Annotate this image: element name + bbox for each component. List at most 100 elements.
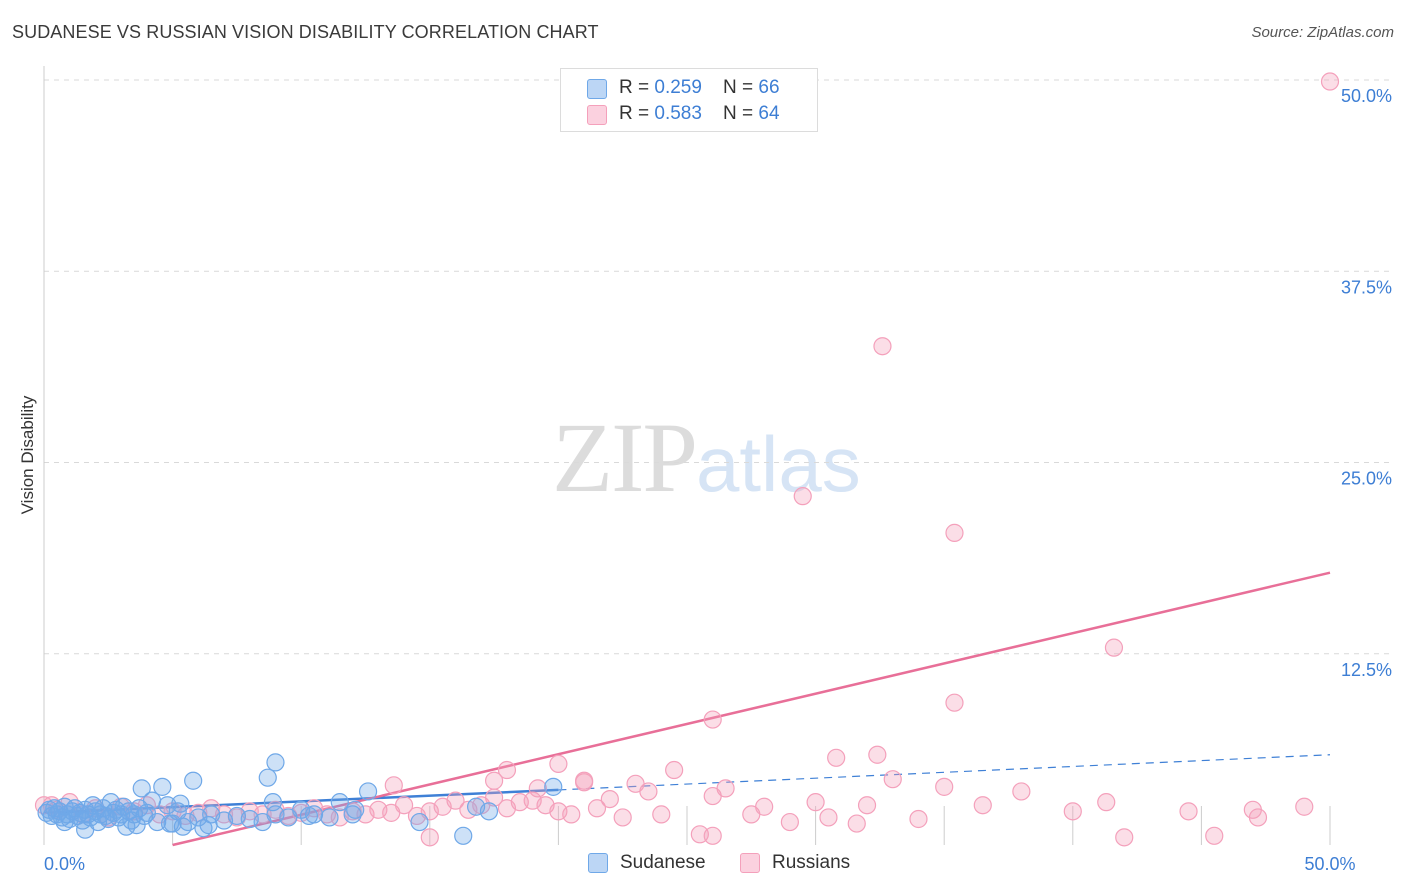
russians-point-43 (587, 799, 607, 818)
russians-point-48 (652, 805, 671, 824)
russians-outlier-point-9 (549, 754, 568, 774)
sudanese-point-37 (132, 779, 151, 798)
sudanese-point-47 (178, 812, 198, 832)
russians-outlier-point-3 (945, 523, 964, 542)
correlation-legend: R = 0.259 N = 66 R = 0.583 N = 64 (560, 68, 818, 132)
sudanese-r-value: 0.259 (654, 77, 702, 98)
sudanese-swatch (587, 79, 607, 99)
russians-n-label: N = (723, 103, 759, 124)
russians-point-72 (716, 779, 735, 798)
russians-outlier-point-8 (868, 745, 887, 764)
chart-title: SUDANESE VS RUSSIAN VISION DISABILITY CO… (12, 22, 599, 42)
russians-point-68 (1248, 808, 1268, 827)
y-tick-label-0: 12.5% (1341, 660, 1392, 680)
russians-point-41 (562, 805, 581, 824)
russians-point-67 (1295, 797, 1314, 816)
sudanese-point-42 (153, 777, 172, 796)
sudanese-n-label: N = (723, 77, 759, 98)
sudanese-legend-swatch (588, 853, 608, 873)
sudanese-point-62 (199, 816, 218, 835)
sudanese-point-75 (466, 797, 486, 816)
russians-swatch (587, 105, 607, 125)
russians-outlier-point-15 (420, 828, 439, 847)
russians-outlier-point-5 (945, 693, 964, 712)
russians-r-label: R = (619, 103, 655, 124)
sudanese-point-48 (184, 771, 203, 790)
axes (43, 66, 1331, 845)
russians-n-value: 64 (758, 103, 780, 124)
x-tick-label-1: 50.0% (1304, 854, 1355, 874)
russians-point-47 (639, 782, 658, 801)
sudanese-point-78 (55, 812, 74, 832)
russians-point-32 (446, 791, 465, 810)
russians-outlier-point-1 (873, 337, 892, 356)
russians-outlier-point-14 (384, 776, 403, 795)
tick-labels: 12.5% 25.0% 37.5% 50.0% 0.0% 50.0% (44, 86, 1392, 874)
sudanese-n-value: 66 (758, 77, 780, 98)
x-tick-label-0: 0.0% (44, 854, 85, 874)
russians-point-64 (1115, 828, 1134, 847)
russians-point-60 (973, 796, 992, 815)
russians-outlier-point-6 (703, 710, 722, 729)
russians-point-45 (613, 808, 632, 827)
russians-point-59 (935, 777, 954, 796)
sudanese-point-76 (544, 777, 563, 796)
russians-point-57 (883, 770, 902, 789)
russians-point-65 (1179, 802, 1198, 821)
sudanese-point-63 (258, 768, 277, 787)
y-tick-label-3: 50.0% (1341, 86, 1392, 106)
sudanese-point-71 (343, 805, 362, 824)
sudanese-point-73 (454, 826, 473, 845)
russians-point-44 (600, 789, 619, 809)
russians-r-value: 0.583 (654, 103, 702, 124)
russians-outlier-point-7 (827, 748, 846, 767)
y-tick-label-1: 25.0% (1341, 469, 1392, 489)
grid (44, 79, 1390, 655)
russians-point-62 (1063, 802, 1082, 821)
sudanese-trend-extension (558, 754, 1331, 791)
sudanese-point-65 (263, 793, 283, 812)
russians-outlier-point-4 (1104, 638, 1124, 657)
sudanese-point-77 (76, 820, 95, 839)
russians-point-56 (857, 796, 877, 815)
russians-legend-label: Russians (772, 852, 851, 873)
sudanese-point-60 (160, 814, 180, 833)
sudanese-point-66 (304, 805, 324, 824)
sudanese-legend-label: Sudanese (620, 852, 706, 873)
watermark-zip: ZIP (552, 402, 698, 513)
sudanese-point-67 (320, 808, 339, 827)
russians-point-58 (909, 809, 928, 829)
sudanese-point-61 (171, 794, 190, 813)
sudanese-point-64 (266, 753, 285, 772)
russians-point-71 (847, 814, 866, 833)
trend-lines (43, 571, 1331, 847)
data-points (34, 72, 1340, 847)
russians-outlier-point-13 (485, 771, 504, 790)
sudanese-point-68 (330, 793, 349, 812)
sudanese-point-50 (194, 819, 213, 838)
sudanese-point-70 (358, 782, 378, 801)
russians-point-63 (1097, 793, 1116, 812)
sudanese-r-label: R = (619, 77, 655, 98)
russians-point-54 (806, 793, 825, 812)
russians-point-28 (394, 796, 414, 815)
russians-outlier-point-12 (575, 771, 594, 790)
russians-point-53 (755, 797, 774, 816)
russians-point-49 (665, 760, 684, 780)
russians-point-69 (1205, 826, 1224, 845)
russians-outlier-point-2 (793, 487, 812, 506)
russians-outlier-point-10 (497, 760, 517, 780)
russians-point-70 (780, 812, 799, 832)
russians-outlier-point-16 (703, 826, 722, 845)
russians-legend-swatch (740, 853, 760, 873)
source-label: Source: ZipAtlas.com (1251, 24, 1394, 41)
russians-outlier-point-11 (528, 779, 547, 798)
watermark-atlas: atlas (696, 420, 861, 508)
russians-outlier-point-0 (1320, 72, 1340, 91)
watermark: ZIPatlas (552, 400, 861, 515)
sudanese-point-72 (410, 812, 429, 832)
russians-point-55 (819, 808, 838, 827)
y-tick-label-2: 37.5% (1341, 277, 1392, 297)
russians-point-61 (1012, 782, 1031, 801)
